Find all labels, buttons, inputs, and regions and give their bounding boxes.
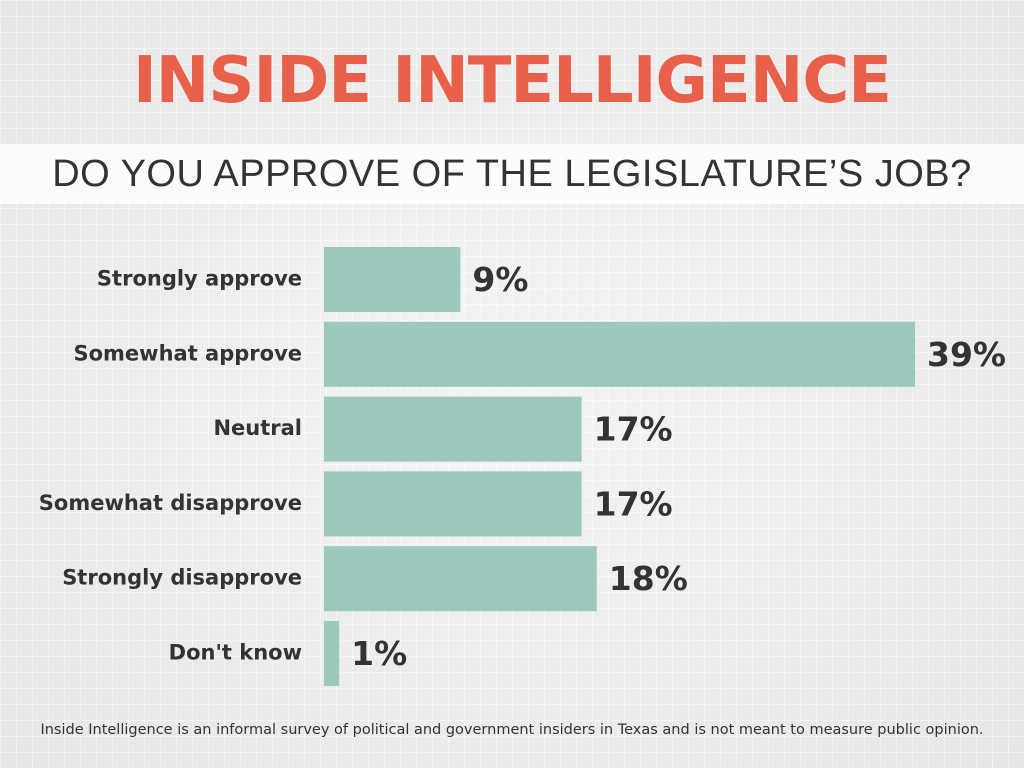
category-label-0: Strongly approve <box>97 267 302 291</box>
bar-1 <box>324 321 915 387</box>
bar-3 <box>324 471 582 537</box>
footnote: Inside Intelligence is an informal surve… <box>40 722 984 738</box>
page-title: INSIDE INTELLIGENCE <box>132 44 892 118</box>
category-label-4: Strongly disapprove <box>62 566 302 590</box>
value-label-0: 9% <box>472 260 528 299</box>
chart-question: DO YOU APPROVE OF THE LEGISLATURE’S JOB? <box>52 153 972 195</box>
value-label-4: 18% <box>609 559 688 598</box>
value-label-3: 17% <box>594 484 673 523</box>
category-label-5: Don't know <box>169 641 302 665</box>
category-label-2: Neutral <box>213 416 302 440</box>
bar-2 <box>324 396 582 462</box>
value-label-1: 39% <box>927 335 1006 374</box>
category-label-3: Somewhat disapprove <box>39 491 302 515</box>
bar-0 <box>324 247 461 312</box>
value-label-2: 17% <box>594 410 673 449</box>
category-label-1: Somewhat approve <box>74 341 303 365</box>
subtitle-band: DO YOU APPROVE OF THE LEGISLATURE’S JOB? <box>0 144 1024 204</box>
value-label-5: 1% <box>351 634 407 673</box>
bar-5 <box>324 621 340 686</box>
bar-4 <box>324 546 597 612</box>
